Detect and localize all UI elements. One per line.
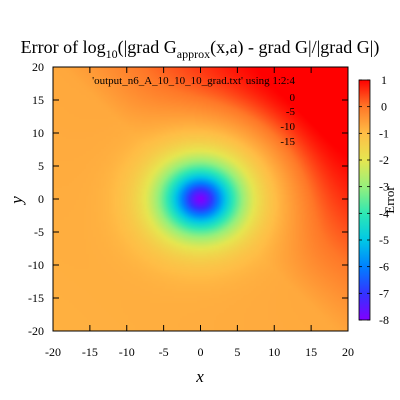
- legend-level-1: -5: [286, 106, 296, 118]
- colorbar-label: Error: [382, 186, 397, 214]
- colorbar-tick-label: 1: [381, 73, 387, 87]
- y-axis-label: y: [7, 196, 26, 206]
- colorbar: 1 0 -1 -2 -3 -4 -5 -6 -7 -8 Error: [358, 73, 397, 327]
- x-tick-label: -5: [159, 345, 169, 359]
- y-tick-label: 10: [32, 126, 44, 140]
- colorbar-gradient: [358, 79, 371, 321]
- colorbar-tick-label: -4: [379, 206, 389, 220]
- legend: 'output_n6_A_10_10_10_grad.txt' using 1:…: [92, 75, 295, 148]
- x-tick-label: 5: [234, 345, 240, 359]
- legend-level-3: -15: [280, 136, 295, 148]
- x-tick-label: 0: [198, 345, 204, 359]
- y-tick-label: 15: [32, 93, 44, 107]
- x-tick-label: -10: [119, 345, 135, 359]
- x-tick-label: 10: [268, 345, 280, 359]
- y-tick-label: -10: [28, 258, 44, 272]
- x-axis: -20 -15 -10 -5 0 5 10 15 20: [45, 67, 354, 359]
- colorbar-tick-label: -8: [379, 313, 389, 327]
- colorbar-tick-label: -5: [379, 233, 389, 247]
- chart-title: Error of log10(|grad Gapprox(x,a) - grad…: [21, 37, 380, 61]
- colorbar-tick-label: 0: [381, 100, 387, 114]
- legend-level-2: -10: [280, 121, 295, 133]
- colorbar-tick-label: -6: [379, 260, 389, 274]
- y-axis: -20 -15 -10 -5 0 5 10 15 20: [28, 60, 348, 338]
- y-tick-label: 0: [38, 192, 44, 206]
- x-tick-label: 20: [342, 345, 354, 359]
- colorbar-tick-label: -2: [379, 153, 389, 167]
- colorbar-tick-label: -7: [379, 286, 389, 300]
- y-tick-label: -15: [28, 291, 44, 305]
- y-tick-label: 5: [38, 159, 44, 173]
- x-axis-label: x: [195, 367, 204, 386]
- legend-source: 'output_n6_A_10_10_10_grad.txt' using 1:…: [92, 75, 295, 87]
- colorbar-tick-label: -1: [379, 126, 389, 140]
- heatmap-field: [53, 67, 348, 331]
- heatmap-image: [53, 67, 348, 331]
- y-tick-label: -20: [28, 324, 44, 338]
- y-tick-label: 20: [32, 60, 44, 74]
- x-tick-label: -20: [45, 345, 61, 359]
- colorbar-tick-label: -3: [379, 180, 389, 194]
- x-tick-label: 15: [305, 345, 317, 359]
- y-tick-label: -5: [34, 225, 44, 239]
- x-tick-label: -15: [82, 345, 98, 359]
- legend-level-0: 0: [290, 92, 296, 104]
- colorbar-ticks: 1 0 -1 -2 -3 -4 -5 -6 -7 -8: [359, 73, 389, 327]
